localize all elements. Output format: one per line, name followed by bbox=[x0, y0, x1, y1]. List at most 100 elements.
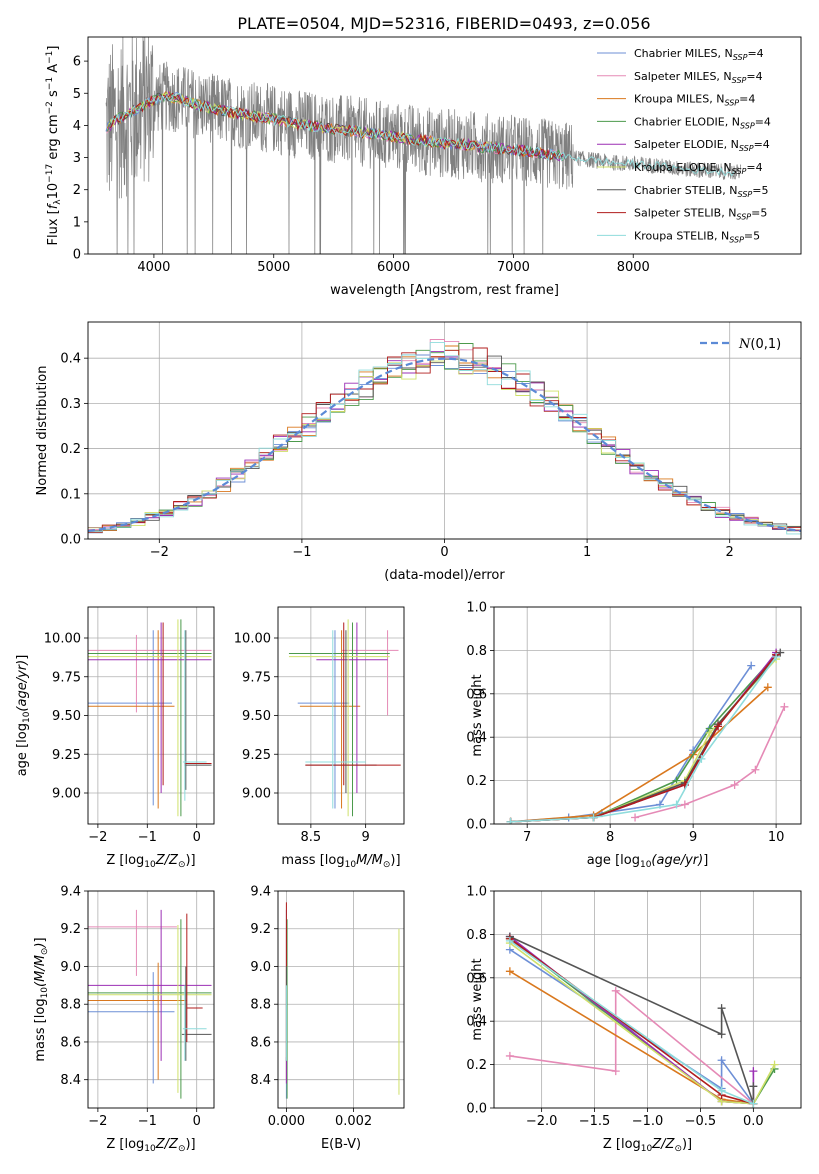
y-tick-label: 0.2 bbox=[466, 774, 487, 789]
x-tick-label: 9 bbox=[362, 830, 370, 845]
y-tick-label: 9.4 bbox=[250, 885, 271, 900]
y-tick-label: 0.4 bbox=[466, 731, 487, 746]
x-tick-label: 1 bbox=[583, 545, 591, 560]
weight-point-marker bbox=[749, 1099, 758, 1108]
x-tick-label: 0 bbox=[193, 1114, 201, 1129]
x-tick-label: 8 bbox=[606, 830, 614, 845]
legend-sub: SSP bbox=[729, 235, 744, 244]
legend-value: =4 bbox=[739, 93, 755, 106]
y-tick-label: 0.6 bbox=[466, 971, 487, 986]
weight-series-line bbox=[509, 942, 776, 1105]
y-tick-label: 0.6 bbox=[466, 687, 487, 702]
label-part: age [log bbox=[587, 853, 640, 868]
label-part: −1 bbox=[45, 77, 55, 90]
weight-point-marker bbox=[611, 1067, 620, 1076]
legend-entry: Salpeter STELIB, NSSP=5 bbox=[634, 207, 767, 222]
legend-entry: Kroupa STELIB, NSSP=5 bbox=[634, 229, 760, 244]
weight-series-line bbox=[509, 935, 755, 1104]
y-axis-label: age [log10(age/yr)] bbox=[15, 655, 32, 777]
x-tick-label: −2 bbox=[150, 545, 169, 560]
y-tick-label: 6 bbox=[73, 55, 81, 70]
weight-point-marker bbox=[589, 813, 598, 822]
residual-histogram-step bbox=[88, 347, 801, 533]
legend-entry: Kroupa MILES, NSSP=4 bbox=[634, 93, 755, 108]
residual-histogram-step bbox=[88, 339, 801, 532]
y-tick-label: 0.0 bbox=[60, 533, 81, 548]
axes-mass-vs-Z: −2 −1 0 8.4 8.6 8.8 9.0 9.2 9.4 bbox=[60, 885, 215, 1129]
plot-area-residuals bbox=[88, 339, 801, 535]
x-tick-label: 9 bbox=[689, 830, 697, 845]
y-axis-label: mass weight bbox=[470, 958, 485, 1040]
x-axis-label: wavelength [Angstrom, rest frame] bbox=[330, 283, 559, 298]
label-part: −17 bbox=[45, 164, 55, 183]
x-axis-label: (data-model)/error bbox=[384, 568, 505, 583]
model-spectrum-line bbox=[561, 151, 735, 177]
y-tick-label: 4 bbox=[73, 119, 81, 134]
x-tick-label: 10 bbox=[768, 830, 785, 845]
plot-area-mass-vs-ebv bbox=[285, 902, 400, 1099]
y-tick-label: 0.8 bbox=[466, 644, 487, 659]
weight-point-marker bbox=[730, 780, 739, 789]
x-tick-label: 4000 bbox=[137, 260, 170, 275]
weight-series-line bbox=[509, 935, 755, 1105]
plot-area-weight-vs-Z bbox=[505, 932, 779, 1108]
label-sub: 10 bbox=[22, 711, 32, 723]
weight-series-line bbox=[634, 706, 786, 819]
label-sub: 10 bbox=[641, 1144, 653, 1154]
legend-value: =4 bbox=[754, 138, 770, 151]
label-part: age [log bbox=[15, 723, 30, 776]
weight-point-marker bbox=[717, 1004, 726, 1013]
y-tick-label: 8.6 bbox=[250, 1035, 271, 1050]
x-tick-label: 7 bbox=[523, 830, 531, 845]
y-tick-label: 9.00 bbox=[242, 787, 271, 802]
legend-name: Salpeter MILES, N bbox=[634, 70, 732, 83]
label-part: erg cm bbox=[46, 114, 61, 163]
weight-point-marker bbox=[749, 1082, 758, 1091]
x-tick-label: −2 bbox=[88, 830, 107, 845]
y-tick-label: 9.2 bbox=[250, 922, 271, 937]
label-part: −2 bbox=[45, 101, 55, 114]
y-tick-label: 0.4 bbox=[60, 352, 81, 367]
y-tick-label: 0.2 bbox=[466, 1058, 487, 1073]
x-tick-label: −1 bbox=[138, 830, 157, 845]
weight-series-line bbox=[510, 658, 777, 823]
weight-point-marker bbox=[763, 683, 772, 692]
axes-frame bbox=[87, 36, 802, 255]
label-part: −1 bbox=[45, 51, 55, 64]
y-tick-label: 0.0 bbox=[466, 818, 487, 833]
observed-spectrum-line bbox=[105, 37, 742, 254]
axes-age-vs-Z: −2 −1 0 9.00 9.25 9.50 9.75 10.00 bbox=[44, 606, 215, 845]
x-axis-label: mass [log10M/M⊙)] bbox=[281, 853, 400, 870]
y-tick-label: 0.0 bbox=[466, 1102, 487, 1117]
y-tick-label: 1.0 bbox=[466, 601, 487, 616]
label-math: Z/Z bbox=[155, 1137, 179, 1152]
legend-value: =5 bbox=[752, 184, 768, 197]
label-part: mass [log bbox=[33, 998, 48, 1061]
y-tick-label: 10.00 bbox=[44, 632, 81, 647]
label-math: Z/Z bbox=[651, 1137, 675, 1152]
y-tick-label: 0.2 bbox=[60, 442, 81, 457]
weight-point-marker bbox=[717, 1030, 726, 1039]
legend-name: Chabrier ELODIE, N bbox=[634, 115, 740, 128]
axes-residuals: −2 −1 0 1 2 0.0 0.1 0.2 0.3 0.4 bbox=[60, 321, 802, 560]
weight-point-marker bbox=[717, 1056, 726, 1065]
x-tick-label: 0.0 bbox=[743, 1114, 764, 1129]
model-spectrum-line bbox=[109, 92, 563, 160]
weight-point-marker bbox=[747, 661, 756, 670]
x-tick-label: −0.5 bbox=[685, 1114, 717, 1129]
y-tick-label: 0.8 bbox=[466, 928, 487, 943]
figure-title: PLATE=0504, MJD=52316, FIBERID=0493, z=0… bbox=[237, 14, 650, 33]
weight-series-line bbox=[509, 989, 754, 1105]
weight-point-marker bbox=[611, 986, 620, 995]
weight-point-marker bbox=[505, 967, 514, 976]
y-tick-label: 9.0 bbox=[60, 960, 81, 975]
label-part: λ bbox=[53, 199, 63, 205]
legend-sub: SSP bbox=[732, 167, 747, 176]
label-part: Z [log bbox=[106, 1137, 144, 1152]
legend-symbol: N bbox=[738, 337, 751, 352]
model-spectrum-line bbox=[108, 91, 489, 152]
x-tick-label: −1.0 bbox=[632, 1114, 664, 1129]
label-part: Z [log bbox=[106, 853, 144, 868]
legend-entry: Chabrier ELODIE, NSSP=4 bbox=[634, 115, 771, 130]
y-tick-label: 0.1 bbox=[60, 487, 81, 502]
